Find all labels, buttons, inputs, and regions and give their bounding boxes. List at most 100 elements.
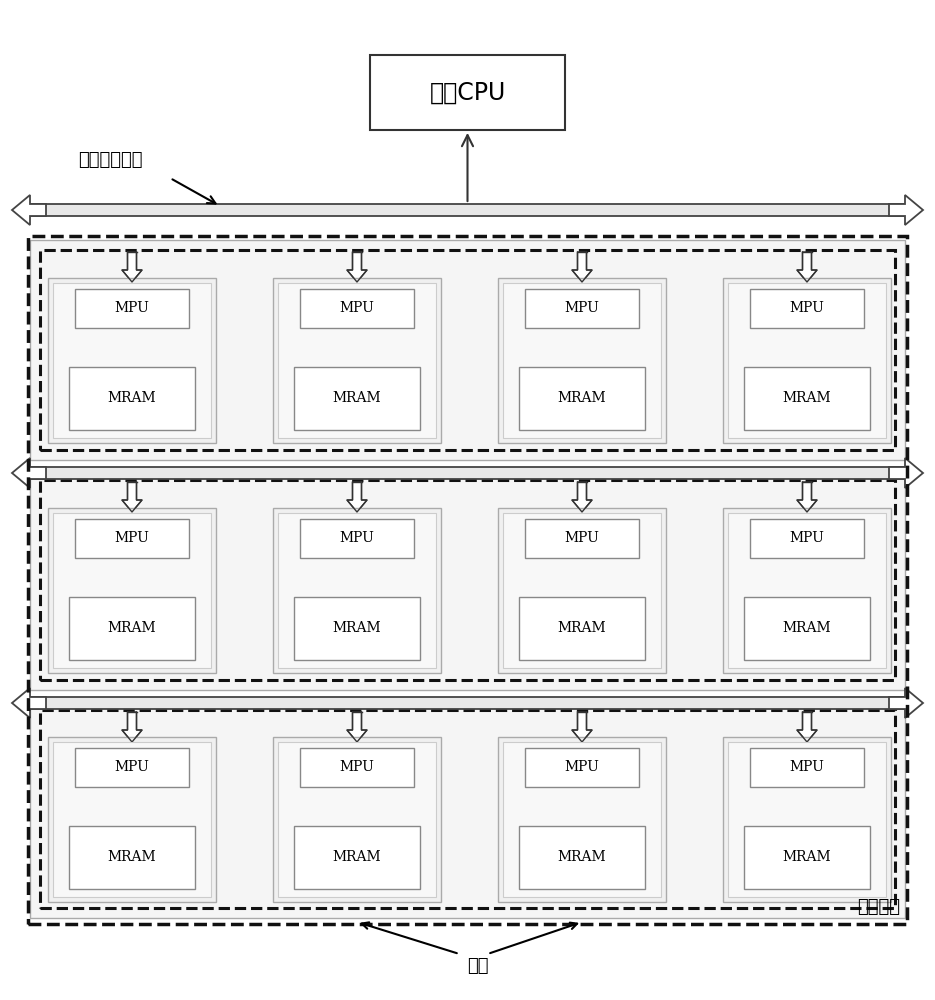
Text: MPU: MPU xyxy=(115,760,150,774)
FancyBboxPatch shape xyxy=(503,742,661,896)
Text: MPU: MPU xyxy=(115,301,150,315)
FancyBboxPatch shape xyxy=(802,482,812,512)
FancyBboxPatch shape xyxy=(69,367,195,430)
Text: MPU: MPU xyxy=(789,301,825,315)
FancyBboxPatch shape xyxy=(519,367,645,430)
FancyBboxPatch shape xyxy=(30,697,905,709)
Polygon shape xyxy=(122,712,142,742)
FancyBboxPatch shape xyxy=(498,736,666,902)
FancyBboxPatch shape xyxy=(30,700,905,918)
Text: MRAM: MRAM xyxy=(557,850,606,864)
FancyBboxPatch shape xyxy=(300,288,414,328)
FancyBboxPatch shape xyxy=(294,367,420,430)
Polygon shape xyxy=(347,712,367,742)
FancyBboxPatch shape xyxy=(53,742,211,896)
FancyBboxPatch shape xyxy=(498,277,666,442)
FancyBboxPatch shape xyxy=(525,748,640,787)
Text: MRAM: MRAM xyxy=(333,391,381,405)
FancyBboxPatch shape xyxy=(744,367,870,430)
Text: MPU: MPU xyxy=(339,531,374,545)
FancyBboxPatch shape xyxy=(744,826,870,888)
Bar xyxy=(40,480,895,680)
FancyBboxPatch shape xyxy=(53,512,211,668)
FancyBboxPatch shape xyxy=(744,597,870,660)
Text: MRAM: MRAM xyxy=(108,391,156,405)
FancyBboxPatch shape xyxy=(127,482,137,512)
Polygon shape xyxy=(347,252,367,282)
Polygon shape xyxy=(572,482,592,512)
Text: 细胞: 细胞 xyxy=(467,957,488,975)
Polygon shape xyxy=(347,482,367,512)
Text: 主控CPU: 主控CPU xyxy=(429,81,506,104)
Text: MPU: MPU xyxy=(339,301,374,315)
FancyBboxPatch shape xyxy=(750,288,864,328)
Text: MRAM: MRAM xyxy=(333,621,381,635)
FancyBboxPatch shape xyxy=(525,288,640,328)
Text: MRAM: MRAM xyxy=(333,850,381,864)
Polygon shape xyxy=(12,688,46,718)
Polygon shape xyxy=(572,252,592,282)
FancyBboxPatch shape xyxy=(30,470,905,690)
FancyBboxPatch shape xyxy=(728,282,886,438)
FancyBboxPatch shape xyxy=(370,55,565,130)
FancyBboxPatch shape xyxy=(48,508,216,672)
FancyBboxPatch shape xyxy=(273,736,441,902)
FancyBboxPatch shape xyxy=(75,518,189,558)
FancyBboxPatch shape xyxy=(352,712,362,742)
FancyBboxPatch shape xyxy=(723,736,891,902)
Polygon shape xyxy=(889,458,923,488)
FancyBboxPatch shape xyxy=(723,277,891,442)
Bar xyxy=(40,710,895,908)
Text: MPU: MPU xyxy=(565,531,599,545)
FancyBboxPatch shape xyxy=(519,826,645,888)
FancyBboxPatch shape xyxy=(525,518,640,558)
Text: MPU: MPU xyxy=(565,760,599,774)
Text: MPU: MPU xyxy=(789,531,825,545)
FancyBboxPatch shape xyxy=(503,512,661,668)
Polygon shape xyxy=(797,482,817,512)
FancyBboxPatch shape xyxy=(352,482,362,512)
Text: 细胞阵列总线: 细胞阵列总线 xyxy=(78,151,142,169)
FancyBboxPatch shape xyxy=(750,518,864,558)
Text: 细胞阵列: 细胞阵列 xyxy=(857,898,900,916)
FancyBboxPatch shape xyxy=(127,712,137,742)
Text: MRAM: MRAM xyxy=(783,850,831,864)
FancyBboxPatch shape xyxy=(578,712,586,742)
Text: MRAM: MRAM xyxy=(108,621,156,635)
FancyBboxPatch shape xyxy=(75,748,189,787)
FancyBboxPatch shape xyxy=(728,742,886,896)
FancyBboxPatch shape xyxy=(578,252,586,282)
Text: MPU: MPU xyxy=(789,760,825,774)
FancyBboxPatch shape xyxy=(300,518,414,558)
FancyBboxPatch shape xyxy=(802,712,812,742)
FancyBboxPatch shape xyxy=(352,252,362,282)
FancyBboxPatch shape xyxy=(273,277,441,442)
Polygon shape xyxy=(572,712,592,742)
FancyBboxPatch shape xyxy=(578,482,586,512)
Text: MPU: MPU xyxy=(339,760,374,774)
FancyBboxPatch shape xyxy=(75,288,189,328)
Polygon shape xyxy=(889,195,923,225)
Text: MRAM: MRAM xyxy=(783,391,831,405)
FancyBboxPatch shape xyxy=(300,748,414,787)
FancyBboxPatch shape xyxy=(728,512,886,668)
FancyBboxPatch shape xyxy=(53,282,211,438)
FancyBboxPatch shape xyxy=(278,512,436,668)
FancyBboxPatch shape xyxy=(69,597,195,660)
Polygon shape xyxy=(12,458,46,488)
FancyBboxPatch shape xyxy=(273,508,441,672)
FancyBboxPatch shape xyxy=(127,252,137,282)
Text: MRAM: MRAM xyxy=(557,621,606,635)
Text: MRAM: MRAM xyxy=(108,850,156,864)
FancyBboxPatch shape xyxy=(294,826,420,888)
Text: MRAM: MRAM xyxy=(557,391,606,405)
Polygon shape xyxy=(797,252,817,282)
Text: MRAM: MRAM xyxy=(783,621,831,635)
FancyBboxPatch shape xyxy=(69,826,195,888)
Bar xyxy=(40,250,895,450)
FancyBboxPatch shape xyxy=(723,508,891,672)
FancyBboxPatch shape xyxy=(30,204,905,216)
Polygon shape xyxy=(797,712,817,742)
FancyBboxPatch shape xyxy=(503,282,661,438)
FancyBboxPatch shape xyxy=(48,736,216,902)
